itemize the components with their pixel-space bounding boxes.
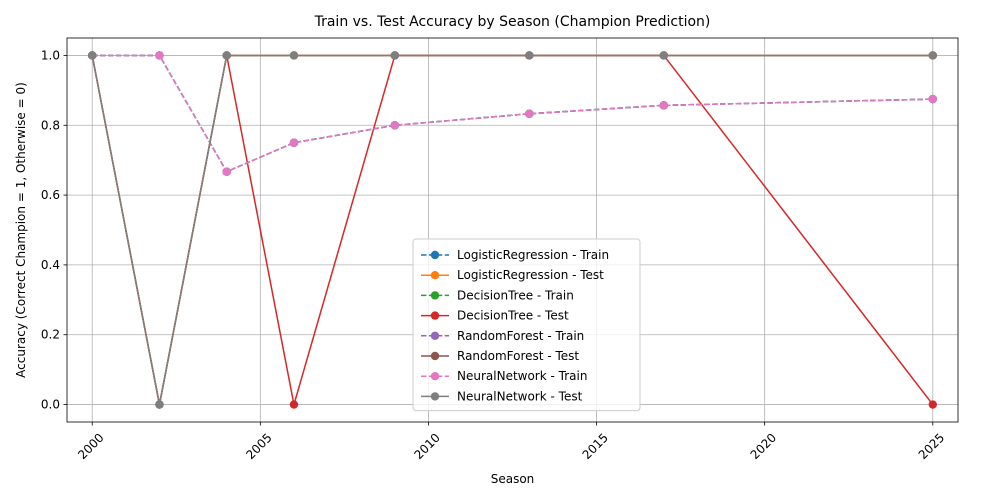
data-point	[289, 400, 299, 409]
legend-label: LogisticRegression - Train	[457, 248, 609, 262]
data-point	[928, 51, 937, 60]
y-tick-label: 0.2	[41, 328, 60, 342]
series-line	[92, 54, 933, 173]
data-point	[88, 51, 97, 60]
data-point	[289, 51, 299, 60]
data-point	[155, 51, 164, 60]
legend-swatch-marker	[430, 291, 440, 300]
y-tick-label: 0.4	[41, 258, 60, 272]
data-point	[289, 138, 299, 147]
plot-frame	[66, 37, 959, 423]
data-point	[659, 51, 669, 60]
legend-swatch-marker	[430, 351, 440, 361]
data-point	[525, 51, 534, 60]
legend-swatch-marker	[430, 271, 440, 280]
data-point	[928, 400, 937, 409]
series-line	[92, 54, 933, 173]
legend-label: RandomForest - Test	[457, 349, 579, 363]
legend-label: LogisticRegression - Test	[457, 268, 604, 282]
data-point	[155, 400, 164, 409]
x-tick-label: 2015	[580, 431, 611, 462]
legend-label: DecisionTree - Train	[457, 288, 574, 302]
series-line	[92, 54, 933, 173]
legend-swatch-marker	[430, 331, 440, 340]
y-tick-label: 0.6	[41, 188, 60, 202]
y-tick-label: 1.0	[41, 48, 60, 62]
data-point	[928, 94, 937, 104]
legend-label: DecisionTree - Test	[457, 309, 569, 323]
legend-label: RandomForest - Train	[457, 329, 584, 343]
x-tick-label: 2020	[748, 431, 779, 462]
chart-title: Train vs. Test Accuracy by Season (Champ…	[314, 14, 711, 30]
y-tick-label: 0.8	[41, 118, 60, 132]
legend-item: DecisionTree - Test	[421, 309, 569, 323]
legend-swatch-marker	[430, 250, 440, 260]
legend: LogisticRegression - Train LogisticRegres…	[412, 238, 641, 412]
x-tick-label: 2000	[75, 431, 106, 462]
data-point	[222, 167, 231, 176]
series-8	[88, 51, 937, 409]
data-point	[659, 101, 669, 110]
legend-label: NeuralNetwork - Train	[457, 369, 587, 383]
series-line	[91, 54, 933, 405]
legend-item: DecisionTree - Train	[421, 288, 574, 302]
x-tick-label: 2025	[916, 431, 947, 462]
legend-swatch-marker	[430, 372, 440, 381]
legend-label: NeuralNetwork - Test	[457, 389, 583, 403]
legend-item: LogisticRegression - Test	[421, 268, 604, 282]
data-point	[222, 51, 231, 60]
legend-item: RandomForest - Test	[421, 349, 579, 363]
x-tick-label: 2005	[243, 431, 274, 462]
y-tick-label: 0.0	[41, 398, 60, 412]
data-point	[525, 109, 534, 118]
legend-item: LogisticRegression - Train	[421, 248, 609, 262]
y-axis-title: Accuracy (Correct Champion = 1, Otherwis…	[14, 82, 28, 378]
legend-swatch-marker	[430, 392, 440, 401]
x-tick-label: 2010	[411, 431, 442, 462]
data-point	[390, 121, 400, 130]
legend-item: NeuralNetwork - Train	[421, 369, 587, 383]
legend-swatch-marker	[430, 311, 440, 320]
legend-item: NeuralNetwork - Test	[421, 389, 583, 403]
series-line	[92, 54, 933, 173]
legend-item: RandomForest - Train	[421, 329, 584, 343]
series-layer	[88, 51, 937, 409]
legend-box	[412, 238, 641, 412]
data-point	[390, 51, 400, 60]
x-axis-title: Season	[491, 472, 535, 486]
